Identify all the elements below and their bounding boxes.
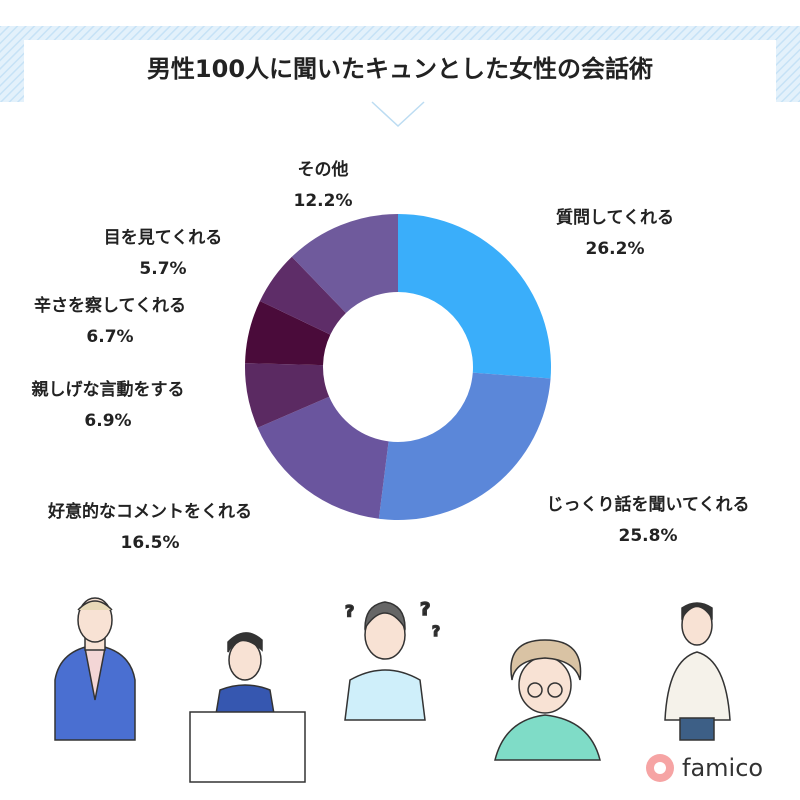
slice-label: 辛さを察してくれる — [34, 295, 186, 316]
man-question: ? ? ? — [344, 598, 441, 721]
value-label: 6.7% — [86, 327, 133, 347]
slice-label: その他 — [298, 159, 349, 180]
title-box — [24, 40, 776, 102]
value-label: 16.5% — [121, 533, 180, 553]
man-suit — [54, 597, 136, 741]
value-label: 26.2% — [586, 239, 645, 259]
slice — [291, 214, 398, 313]
slice-label: じっくり話を聞いてくれる — [547, 494, 750, 515]
slice-label: 質問してくれる — [556, 207, 674, 228]
brand-logo: famico — [646, 754, 763, 782]
slice — [245, 363, 330, 428]
svg-text:?: ? — [432, 624, 440, 640]
brand-name: famico — [682, 754, 763, 782]
donut — [245, 214, 551, 521]
slice — [245, 300, 331, 366]
woman-glasses — [494, 639, 601, 761]
slice-label: 親しげな言動をする — [32, 379, 185, 400]
svg-text:?: ? — [345, 602, 354, 621]
slice — [378, 372, 551, 521]
slice — [398, 214, 551, 379]
slice-label: 目を見てくれる — [104, 228, 223, 248]
value-label: 6.9% — [84, 411, 131, 431]
illustrations: ? ? ? — [54, 597, 731, 783]
chart-title: 男性100人に聞いたキュンとした女性の会話術 — [147, 55, 653, 83]
labels: 質問してくれる 26.2% じっくり話を聞いてくれる 25.8% 好意的なコメントをくれ… — [32, 159, 750, 553]
value-label: 12.2% — [294, 191, 353, 211]
svg-text:?: ? — [420, 599, 430, 620]
man-board — [189, 632, 306, 783]
logo-icon-inner — [654, 762, 666, 774]
slice — [259, 256, 346, 335]
value-label: 25.8% — [619, 526, 678, 546]
man-sweater — [664, 602, 731, 741]
title-pointer — [371, 101, 425, 128]
value-label: 5.7% — [139, 259, 186, 279]
slice-label: 好意的なコメントをくれる — [47, 501, 252, 522]
slice — [257, 396, 389, 519]
